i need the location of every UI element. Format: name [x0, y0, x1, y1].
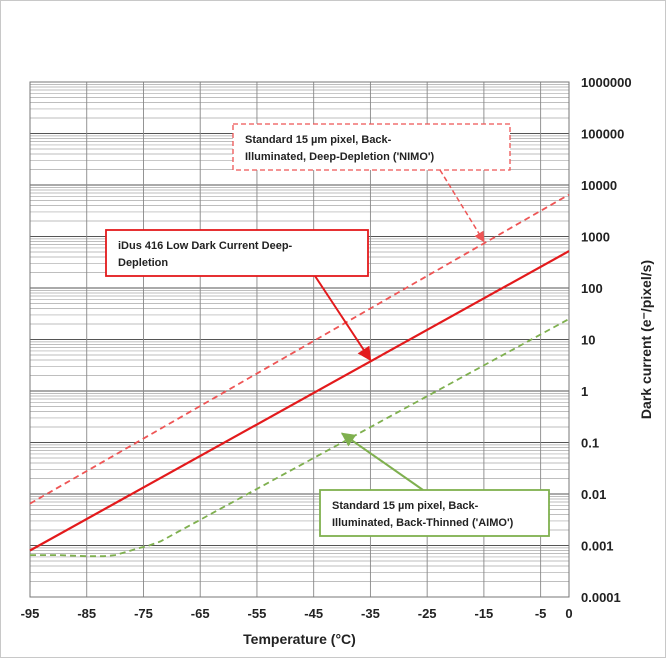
annotation-text-3: Illuminated, Back-Thinned ('AIMO') [332, 517, 514, 529]
y-tick-label: 1000000 [581, 75, 632, 90]
y-tick-label: 0.0001 [581, 590, 621, 605]
series-line-3 [30, 318, 570, 558]
x-tick-label: -85 [77, 606, 96, 621]
annotation-box-1 [232, 123, 511, 171]
x-axis-title: Temperature (°C) [243, 631, 356, 647]
series-lines [29, 193, 570, 558]
annotation-box-3 [319, 489, 550, 537]
x-tick-label: -35 [361, 606, 380, 621]
annotation-text-3: Standard 15 µm pixel, Back- [332, 500, 479, 512]
y-tick-label: 1 [581, 384, 588, 399]
annotation-arrow-3 [340, 432, 424, 491]
y-axis-title: Dark current (e⁻/pixel/s) [638, 260, 654, 419]
annotation-text-2: iDus 416 Low Dark Current Deep- [118, 240, 293, 252]
annotation-text-2: Depletion [118, 257, 168, 269]
y-tick-label: 10 [581, 333, 595, 348]
x-tick-label: -95 [21, 606, 40, 621]
annotation-box-2 [105, 229, 369, 277]
series-line-2 [29, 250, 570, 552]
series-line-1 [29, 193, 570, 505]
y-tick-label: 10000 [581, 178, 617, 193]
x-tick-label: 0 [565, 606, 572, 621]
x-tick-label: -65 [191, 606, 210, 621]
annotation-arrow-2 [314, 275, 372, 362]
annotations: Standard 15 µm pixel, Back- Illuminated, … [105, 123, 550, 537]
y-tick-label: 0.01 [581, 487, 606, 502]
y-tick-label: 1000 [581, 230, 610, 245]
y-tick-label: 0.001 [581, 539, 614, 554]
y-tick-label: 100000 [581, 127, 624, 142]
annotation-arrow-1 [439, 169, 485, 243]
y-tick-label: 100 [581, 281, 603, 296]
annotation-text-1: Standard 15 µm pixel, Back- [245, 134, 392, 146]
x-tick-label: -5 [535, 606, 547, 621]
x-tick-label: -55 [248, 606, 267, 621]
x-tick-label: -15 [474, 606, 493, 621]
x-tick-label: -45 [304, 606, 323, 621]
y-tick-label: 0.1 [581, 436, 599, 451]
tick-labels: -95 -85 -75 -65 -55 -45 -35 -25 -15 -5 0 0.0001 0.00… [21, 75, 632, 621]
x-tick-label: -75 [134, 606, 153, 621]
x-tick-label: -25 [418, 606, 437, 621]
plot-area-border [29, 81, 570, 598]
annotation-text-1: Illuminated, Deep-Depletion ('NIMO') [245, 151, 435, 163]
